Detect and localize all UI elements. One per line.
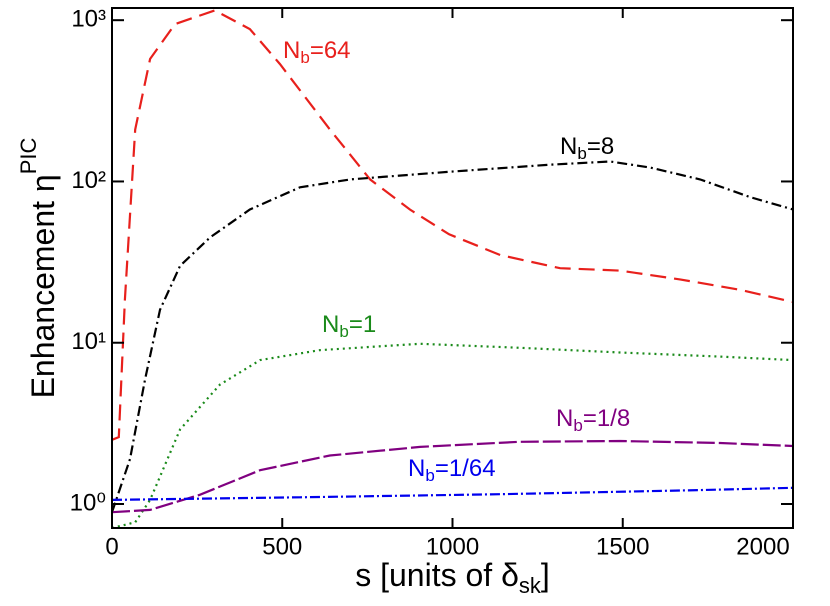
x-tick-label: 500 bbox=[262, 533, 302, 560]
line-series bbox=[111, 9, 794, 441]
x-tick-label: 0 bbox=[105, 533, 118, 560]
y-tick-label: 10⁰ bbox=[70, 489, 106, 516]
text-part: =1 bbox=[349, 311, 376, 338]
text-part: sk bbox=[519, 573, 542, 598]
series-label: Nb=1 bbox=[322, 311, 376, 341]
text-part: Enhancement η bbox=[25, 174, 61, 398]
text-part: b bbox=[425, 466, 434, 485]
x-axis-label: s [units of δsk] bbox=[355, 557, 550, 597]
series-label: Nb=8 bbox=[560, 133, 614, 163]
text-part: N bbox=[556, 405, 573, 432]
series-label: Nb=1/64 bbox=[408, 455, 496, 485]
line-series bbox=[111, 486, 794, 501]
text-part: N bbox=[283, 37, 300, 64]
line-series bbox=[111, 342, 794, 530]
text-part: b bbox=[573, 416, 582, 435]
text-part: N bbox=[560, 133, 577, 160]
series-label: Nb=1/8 bbox=[556, 405, 630, 435]
y-tick-label: 10¹ bbox=[71, 328, 106, 355]
text-part: =1/64 bbox=[435, 455, 496, 482]
y-tick-label: 10² bbox=[71, 167, 106, 194]
text-part: ] bbox=[541, 557, 550, 593]
y-axis-label: Enhancement ηPIC bbox=[16, 137, 62, 398]
series-label: Nb=64 bbox=[283, 37, 351, 67]
text-part: N bbox=[408, 455, 425, 482]
text-part: b bbox=[339, 322, 348, 341]
text-part: s [units of δ bbox=[355, 557, 519, 593]
line-series bbox=[110, 160, 794, 513]
line-series bbox=[111, 439, 794, 514]
text-part: =8 bbox=[587, 133, 614, 160]
text-part: =64 bbox=[310, 37, 351, 64]
x-tick-label: 1500 bbox=[596, 533, 649, 560]
text-part: PIC bbox=[16, 137, 41, 174]
text-part: N bbox=[322, 311, 339, 338]
text-part: =1/8 bbox=[583, 405, 630, 432]
text-part: b bbox=[577, 144, 586, 163]
y-tick-label: 10³ bbox=[71, 6, 106, 33]
x-tick-label: 1000 bbox=[426, 533, 479, 560]
x-tick-label: 2000 bbox=[736, 533, 789, 560]
text-part: b bbox=[300, 48, 309, 67]
plot-frame bbox=[111, 7, 794, 529]
